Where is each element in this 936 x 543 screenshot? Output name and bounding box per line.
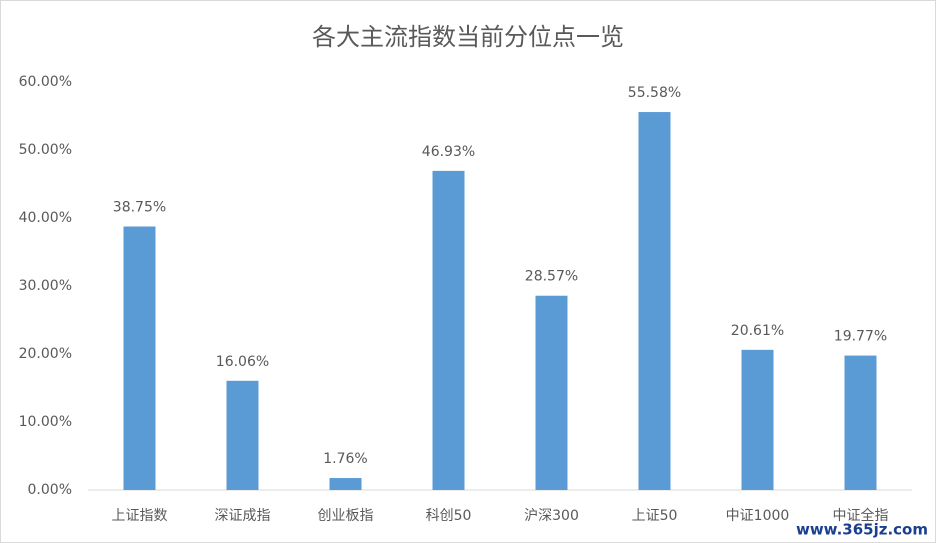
bar — [535, 295, 568, 490]
data-label: 19.77% — [834, 329, 887, 345]
data-label: 20.61% — [731, 323, 784, 339]
x-tick-label: 创业板指 — [318, 508, 374, 524]
data-label: 16.06% — [216, 354, 269, 370]
data-label: 38.75% — [113, 200, 166, 216]
y-tick-label: 50.00% — [19, 142, 72, 158]
y-tick-label: 40.00% — [19, 210, 72, 226]
y-tick-label: 30.00% — [19, 278, 72, 294]
bar — [741, 349, 774, 490]
watermark: www.365jz.com — [796, 521, 928, 539]
data-label: 55.58% — [628, 85, 681, 101]
data-label: 28.57% — [525, 269, 578, 285]
bar — [329, 478, 362, 490]
x-tick-label: 上证50 — [632, 508, 678, 524]
x-tick-label: 中证全指 — [833, 507, 889, 524]
chart-title: 各大主流指数当前分位点一览 — [312, 23, 624, 51]
y-tick-label: 60.00% — [19, 74, 72, 90]
y-tick-label: 0.00% — [28, 482, 72, 498]
x-tick-label: 上证指数 — [112, 508, 168, 524]
bar — [432, 170, 465, 490]
bar — [638, 112, 671, 490]
bar — [123, 226, 156, 490]
data-label: 1.76% — [323, 451, 367, 467]
data-label: 46.93% — [422, 144, 475, 160]
bar — [226, 380, 259, 490]
y-tick-label: 20.00% — [19, 346, 72, 362]
x-tick-label: 沪深300 — [524, 508, 579, 524]
y-tick-label: 10.00% — [19, 414, 72, 430]
bar — [844, 355, 877, 490]
x-tick-label: 中证1000 — [726, 508, 790, 524]
x-tick-label: 科创50 — [426, 508, 472, 524]
x-tick-label: 深证成指 — [215, 508, 271, 524]
